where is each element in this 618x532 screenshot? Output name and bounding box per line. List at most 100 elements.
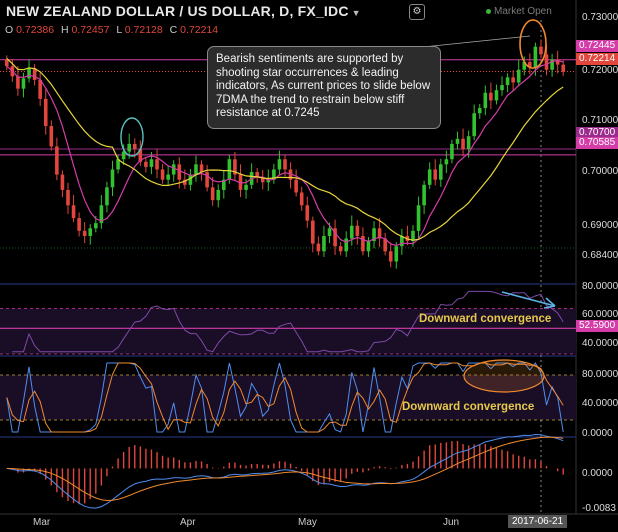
candle-body bbox=[511, 77, 515, 83]
candle-body bbox=[338, 246, 343, 252]
candle-body bbox=[221, 179, 226, 190]
ma-slow-line bbox=[6, 58, 564, 241]
rsi-band bbox=[0, 308, 576, 354]
candle-body bbox=[294, 179, 298, 193]
candle-body bbox=[116, 159, 120, 170]
candle-body bbox=[561, 64, 566, 72]
candle-body bbox=[483, 92, 488, 109]
candle-body bbox=[227, 159, 232, 180]
candle-body bbox=[99, 205, 104, 224]
candle-body bbox=[127, 143, 131, 152]
candle-body bbox=[544, 54, 549, 70]
ohlc-readout: O 0.72386 H 0.72457 L 0.72128 C 0.72214 bbox=[5, 24, 222, 36]
candle-body bbox=[311, 220, 315, 244]
candle-body bbox=[38, 79, 42, 99]
candle-body bbox=[21, 78, 26, 89]
candle-body bbox=[427, 169, 432, 185]
chevron-down-icon[interactable]: ▼ bbox=[351, 8, 361, 18]
candle-body bbox=[105, 187, 109, 206]
candle-body bbox=[550, 59, 554, 70]
ma-fast-line bbox=[6, 59, 564, 247]
shooting-star-highlight bbox=[120, 117, 144, 157]
month-label: Mar bbox=[33, 517, 51, 528]
candle-body bbox=[88, 228, 93, 236]
price-tick: 0.69000 bbox=[582, 220, 618, 231]
stoch-d-line bbox=[6, 362, 564, 433]
candle-body bbox=[533, 46, 538, 68]
rsi-tag: 52.5900 bbox=[576, 320, 618, 332]
candle-body bbox=[260, 177, 265, 183]
low-value: 0.72128 bbox=[124, 24, 163, 36]
chart-title[interactable]: NEW ZEALAND DOLLAR / US DOLLAR, D, FX_ID… bbox=[6, 3, 361, 19]
price-tag-level: 0.70700 bbox=[576, 127, 618, 139]
gear-icon[interactable]: ⚙ bbox=[409, 4, 425, 20]
candle-body bbox=[377, 228, 382, 239]
candle-body bbox=[121, 151, 126, 160]
stoch-annotation: Downward convergence bbox=[402, 401, 535, 413]
rsi-tick: 80.0000 bbox=[582, 281, 618, 292]
price-tick: 0.70000 bbox=[582, 166, 618, 177]
stoch-band bbox=[0, 375, 576, 420]
candle-body bbox=[477, 108, 482, 114]
low-label: L bbox=[116, 24, 122, 36]
open-value: 0.72386 bbox=[16, 24, 55, 36]
macd-tick: 0.0000 bbox=[582, 468, 613, 479]
candle-body bbox=[516, 69, 521, 83]
price-tick: 0.68400 bbox=[582, 250, 618, 261]
candle-body bbox=[238, 174, 243, 190]
stochastic-panel[interactable] bbox=[0, 362, 576, 433]
candle-body bbox=[344, 238, 349, 252]
candle-body bbox=[444, 159, 449, 165]
candle-body bbox=[155, 159, 159, 170]
market-status-text: Market Open bbox=[494, 6, 552, 17]
rsi-line bbox=[12, 290, 564, 353]
candle-body bbox=[266, 179, 271, 183]
candle-body bbox=[355, 225, 360, 236]
price-tag-resistance: 0.72445 bbox=[576, 40, 618, 52]
candle-body bbox=[327, 228, 332, 236]
candle-body bbox=[400, 235, 404, 247]
analysis-callout: Bearish sentiments are supported by shoo… bbox=[207, 46, 441, 129]
candle-body bbox=[82, 230, 87, 236]
candle-body bbox=[144, 161, 148, 167]
candle-body bbox=[299, 192, 304, 206]
chart-annotations bbox=[120, 19, 556, 393]
candle-body bbox=[277, 159, 282, 170]
price-tick: 0.72000 bbox=[582, 65, 618, 76]
high-value: 0.72457 bbox=[71, 24, 110, 36]
candle-body bbox=[283, 159, 287, 170]
candle-body bbox=[500, 85, 504, 91]
macd-panel[interactable] bbox=[6, 433, 564, 509]
candle-body bbox=[132, 143, 137, 149]
candle-body bbox=[49, 125, 54, 147]
macd-line bbox=[6, 433, 564, 509]
candle-body bbox=[4, 59, 9, 67]
candle-body bbox=[383, 238, 387, 252]
candle-body bbox=[422, 184, 426, 206]
rsi-annotation: Downward convergence bbox=[419, 313, 552, 325]
candle-body bbox=[466, 136, 471, 149]
candle-body bbox=[183, 179, 187, 185]
candle-body bbox=[555, 59, 560, 65]
candle-body bbox=[110, 169, 115, 188]
arrow-head-icon bbox=[543, 297, 556, 309]
candle-body bbox=[216, 189, 221, 201]
stoch-tick: 0.0000 bbox=[582, 428, 613, 439]
macd-tick: -0.0083 bbox=[582, 503, 616, 514]
candle-body bbox=[461, 138, 465, 149]
candle-body bbox=[489, 92, 493, 101]
moving-averages bbox=[6, 58, 564, 247]
candle-body bbox=[305, 205, 310, 221]
candle-body bbox=[433, 169, 438, 180]
candle-body bbox=[66, 189, 70, 206]
candle-body bbox=[194, 164, 198, 175]
current-date-tag: 2017-06-21 bbox=[508, 515, 568, 528]
candle-body bbox=[138, 149, 143, 162]
candle-body bbox=[149, 159, 154, 167]
candle-body bbox=[472, 113, 476, 137]
rsi-panel[interactable] bbox=[0, 290, 576, 355]
callout-pointer bbox=[422, 35, 531, 48]
candle-body bbox=[210, 187, 215, 201]
candle-body bbox=[372, 228, 376, 242]
